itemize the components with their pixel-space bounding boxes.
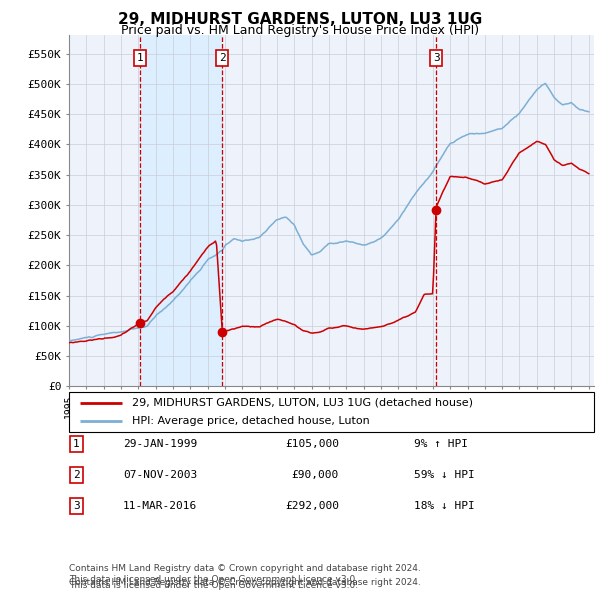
Text: This data is licensed under the Open Government Licence v3.0.: This data is licensed under the Open Gov… bbox=[69, 581, 358, 590]
Text: 2: 2 bbox=[73, 470, 80, 480]
Text: Contains HM Land Registry data © Crown copyright and database right 2024.: Contains HM Land Registry data © Crown c… bbox=[69, 578, 421, 587]
Text: 1: 1 bbox=[136, 53, 143, 63]
Text: £105,000: £105,000 bbox=[285, 440, 339, 449]
Text: Contains HM Land Registry data © Crown copyright and database right 2024.: Contains HM Land Registry data © Crown c… bbox=[69, 565, 421, 573]
Text: 9% ↑ HPI: 9% ↑ HPI bbox=[414, 440, 468, 449]
Text: 11-MAR-2016: 11-MAR-2016 bbox=[123, 501, 197, 510]
Text: £292,000: £292,000 bbox=[285, 501, 339, 510]
Text: 07-NOV-2003: 07-NOV-2003 bbox=[123, 470, 197, 480]
FancyBboxPatch shape bbox=[69, 392, 594, 432]
Text: £90,000: £90,000 bbox=[292, 470, 339, 480]
Text: 29, MIDHURST GARDENS, LUTON, LU3 1UG (detached house): 29, MIDHURST GARDENS, LUTON, LU3 1UG (de… bbox=[132, 398, 473, 408]
Text: Price paid vs. HM Land Registry's House Price Index (HPI): Price paid vs. HM Land Registry's House … bbox=[121, 24, 479, 37]
Text: HPI: Average price, detached house, Luton: HPI: Average price, detached house, Luto… bbox=[132, 416, 370, 426]
Bar bbox=[140, 35, 223, 386]
Text: 18% ↓ HPI: 18% ↓ HPI bbox=[414, 501, 475, 510]
Text: This data is licensed under the Open Government Licence v3.0.: This data is licensed under the Open Gov… bbox=[69, 575, 358, 584]
Text: 29-JAN-1999: 29-JAN-1999 bbox=[123, 440, 197, 449]
Text: 3: 3 bbox=[73, 501, 80, 510]
Text: 59% ↓ HPI: 59% ↓ HPI bbox=[414, 470, 475, 480]
Text: 1: 1 bbox=[73, 440, 80, 449]
Text: 29, MIDHURST GARDENS, LUTON, LU3 1UG: 29, MIDHURST GARDENS, LUTON, LU3 1UG bbox=[118, 12, 482, 27]
Text: 3: 3 bbox=[433, 53, 440, 63]
Text: 2: 2 bbox=[219, 53, 226, 63]
